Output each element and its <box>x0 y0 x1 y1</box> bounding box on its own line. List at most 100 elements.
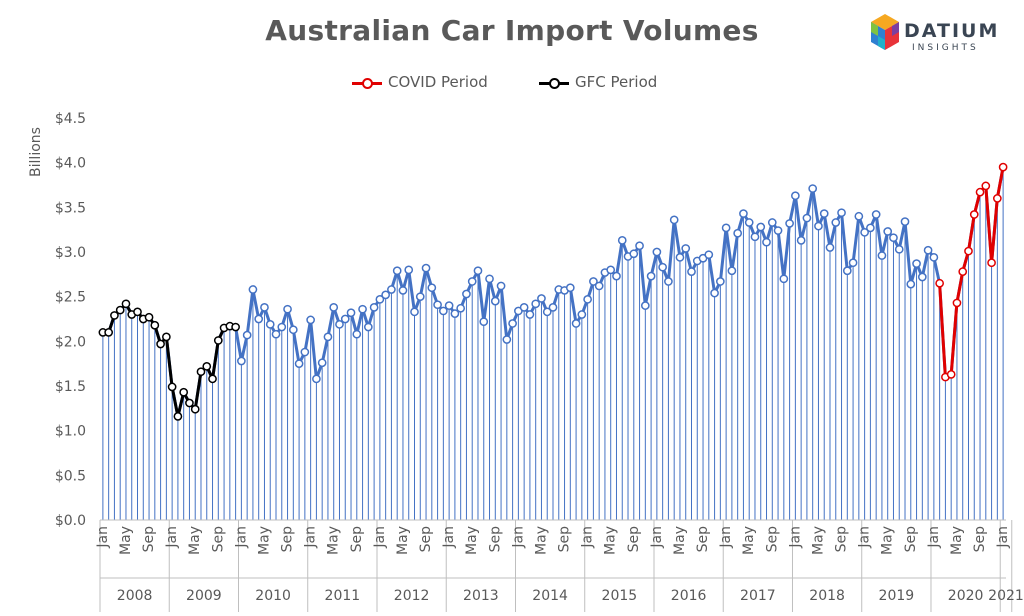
data-point <box>589 277 598 286</box>
x-year-label: 2016 <box>671 588 707 604</box>
data-point <box>664 277 673 286</box>
data-point <box>415 292 425 302</box>
data-point <box>635 241 644 251</box>
data-point <box>537 294 546 303</box>
data-point <box>906 279 916 289</box>
y-tick-label: $1.0 <box>55 424 86 440</box>
x-month-label: May <box>880 526 896 555</box>
data-point <box>323 332 333 342</box>
data-point <box>277 322 287 332</box>
data-point <box>860 227 869 237</box>
x-month-label: Sep <box>626 526 642 553</box>
data-point <box>779 274 789 284</box>
data-point <box>519 303 529 312</box>
data-point <box>133 307 142 317</box>
data-point <box>842 266 852 276</box>
data-point <box>300 347 310 357</box>
data-point <box>837 208 846 218</box>
x-month-label: Sep <box>280 526 296 553</box>
y-tick-label: $4.5 <box>55 111 86 127</box>
legend: COVID Period GFC Period <box>0 72 1024 94</box>
data-point <box>294 359 304 369</box>
data-point <box>658 262 667 272</box>
legend-label-gfc: GFC Period <box>575 73 658 91</box>
logo-subtitle: INSIGHTS <box>912 43 979 53</box>
data-point <box>952 298 962 308</box>
data-point <box>283 304 292 314</box>
data-point <box>375 294 385 304</box>
y-tick-label: $4.0 <box>55 156 86 172</box>
data-point <box>652 247 662 257</box>
data-point <box>964 246 973 256</box>
x-month-label: May <box>118 526 134 555</box>
data-point <box>392 266 402 276</box>
data-point <box>727 266 737 276</box>
data-point <box>808 184 818 193</box>
data-point <box>398 286 408 295</box>
x-month-label: Jan <box>857 526 873 549</box>
data-point <box>848 258 858 268</box>
x-year-label: 2015 <box>602 588 638 604</box>
data-point <box>462 289 471 299</box>
x-month-label: Sep <box>349 526 365 553</box>
data-point <box>502 335 512 344</box>
data-point <box>421 263 431 273</box>
x-month-label: Sep <box>418 526 434 553</box>
x-month-label: May <box>672 526 688 555</box>
data-point <box>721 223 731 233</box>
data-point <box>594 281 604 291</box>
x-month-label: May <box>741 526 757 555</box>
data-point <box>144 312 154 322</box>
data-point <box>935 278 944 288</box>
x-month-label: Jan <box>372 526 388 549</box>
x-year-label: 2017 <box>740 588 776 604</box>
data-point <box>894 244 904 254</box>
data-point <box>975 187 985 197</box>
x-month-label: Jan <box>580 526 596 549</box>
data-point <box>312 374 321 384</box>
data-point <box>242 330 252 340</box>
data-point <box>496 281 506 291</box>
x-year-label: 2009 <box>186 588 222 604</box>
x-month-label: Sep <box>487 526 503 553</box>
x-month-label: Jan <box>164 526 180 549</box>
x-month-label: Sep <box>834 526 850 553</box>
legend-label-covid: COVID Period <box>388 73 488 91</box>
x-year-label: 2019 <box>879 588 915 604</box>
data-point <box>946 370 956 379</box>
x-month-label: Sep <box>210 526 226 553</box>
x-year-label: 2012 <box>394 588 430 604</box>
data-point <box>814 221 823 231</box>
y-tick-label: $2.5 <box>55 290 86 306</box>
data-point <box>923 245 933 255</box>
data-point <box>479 317 489 327</box>
data-point <box>802 213 812 223</box>
data-point <box>456 303 466 313</box>
data-point <box>577 310 587 319</box>
data-point <box>750 232 760 242</box>
logo-word: DATIUM <box>904 20 1000 42</box>
data-point <box>254 314 264 324</box>
x-month-label: May <box>810 526 826 555</box>
data-point <box>617 236 627 245</box>
data-point <box>179 387 189 397</box>
data-point <box>767 218 777 227</box>
data-point <box>785 219 794 228</box>
x-year-label: 2008 <box>117 588 153 604</box>
data-point <box>508 319 517 328</box>
data-point <box>369 303 379 312</box>
x-month-label: Jan <box>510 526 526 549</box>
y-tick-label: $3.0 <box>55 245 86 261</box>
data-point <box>912 259 921 268</box>
data-point <box>121 299 131 309</box>
data-point <box>716 277 725 286</box>
datium-cube-icon <box>871 14 899 50</box>
data-point <box>110 311 119 320</box>
data-point <box>825 243 835 252</box>
x-month-label: May <box>464 526 480 555</box>
data-point <box>202 361 212 371</box>
x-month-label: Jan <box>441 526 457 549</box>
data-point <box>987 258 996 268</box>
y-axis-title: Billions <box>28 127 44 177</box>
